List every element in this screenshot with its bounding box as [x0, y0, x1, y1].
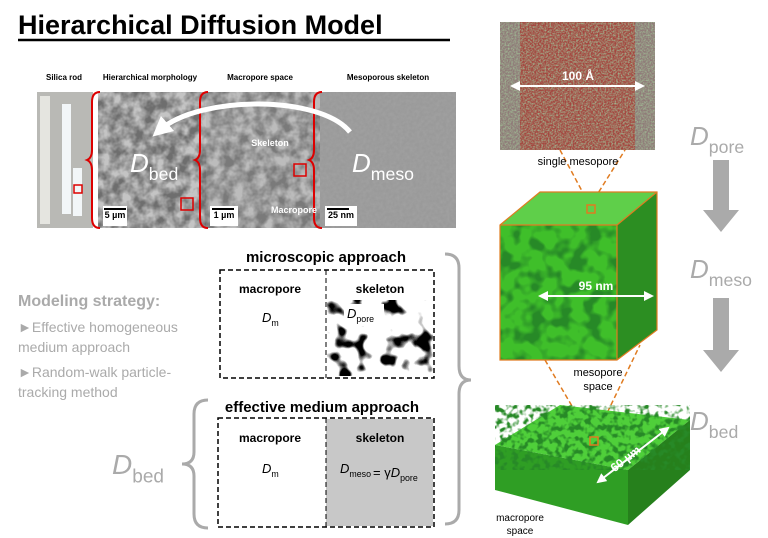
label: microscopic approach	[246, 249, 406, 266]
label: Skeleton	[251, 138, 289, 148]
rod-piece	[73, 168, 82, 216]
scale-box	[210, 206, 238, 226]
label: macropore	[496, 513, 544, 524]
brace	[444, 252, 472, 526]
label: Hierarchical morphology	[103, 73, 198, 82]
label: Macropore space	[227, 73, 293, 82]
brace	[181, 398, 209, 530]
label-bg	[345, 278, 415, 298]
symbol: D	[690, 406, 709, 436]
highlight	[293, 163, 307, 177]
equation: Dmeso = γDpore	[340, 461, 418, 483]
symbol-label: Dpore	[690, 121, 744, 157]
symbol: D	[262, 310, 271, 325]
scale-arrow	[596, 426, 670, 484]
subscript: bed	[149, 164, 179, 184]
label: space	[583, 381, 612, 393]
symbol-label: Dmeso	[352, 148, 414, 184]
skeleton-fill	[326, 419, 433, 526]
bracket	[84, 91, 101, 229]
bracket	[192, 91, 209, 229]
label: Modeling strategy:	[18, 293, 160, 310]
symbol-label: Dbed	[112, 449, 164, 487]
label: mesopore	[574, 367, 623, 379]
operator: = γ	[373, 465, 391, 480]
label: macropore	[239, 431, 301, 445]
highlight	[180, 197, 194, 211]
cube-edges	[499, 191, 658, 361]
label: 1 µm	[214, 210, 235, 220]
symbol: D	[690, 254, 709, 284]
scale-box	[103, 206, 127, 226]
subscript: meso	[709, 270, 752, 290]
label: Silica rod	[46, 73, 82, 82]
label: ►Effective homogeneous	[18, 319, 178, 335]
symbol: D	[690, 121, 709, 151]
subscript: pore	[356, 314, 374, 324]
rod	[62, 104, 71, 214]
symbol: D	[347, 306, 356, 321]
label: macropore	[239, 282, 301, 296]
highlight	[73, 184, 83, 194]
symbol: D	[340, 461, 349, 476]
cube-top	[500, 192, 657, 225]
down-arrow	[703, 160, 739, 232]
subscript: m	[271, 469, 278, 479]
subscript: meso	[349, 469, 371, 479]
zoom-lines	[559, 149, 626, 208]
subscript: bed	[132, 466, 164, 487]
subscript: m	[271, 318, 278, 328]
symbol-label: Dpore	[347, 306, 374, 324]
label: ►Random-walk particle-	[18, 364, 171, 380]
symbol: D	[352, 148, 371, 178]
label: single mesopore	[538, 156, 619, 168]
label: Mesoporous skeleton	[347, 73, 429, 82]
sem-texture	[320, 92, 456, 228]
label: tracking method	[18, 384, 118, 400]
cube-side	[617, 192, 657, 360]
label: effective medium approach	[225, 399, 419, 416]
label: 5 µm	[105, 210, 126, 220]
title: Hierarchical Diffusion Model	[18, 10, 383, 40]
subscript: bed	[709, 422, 739, 442]
label: 100 Å	[562, 68, 594, 83]
symbol: D	[262, 461, 271, 476]
slab-front	[495, 445, 628, 525]
bracket	[306, 91, 323, 229]
label: 25 nm	[328, 210, 354, 220]
subscript: pore	[400, 473, 418, 483]
subscript: pore	[709, 137, 745, 157]
arrow	[152, 101, 352, 137]
symbol-label: Dmeso	[690, 254, 752, 290]
label: medium approach	[18, 339, 130, 355]
label-bg	[344, 304, 384, 326]
label: 95 nm	[579, 279, 614, 293]
label: skeleton	[356, 282, 405, 296]
label: space	[507, 526, 534, 537]
scale-box	[325, 206, 357, 226]
down-arrow	[703, 298, 739, 372]
symbol-label: Dm	[262, 461, 279, 479]
subscript: meso	[371, 164, 414, 184]
ruler	[40, 96, 50, 224]
symbol: D	[130, 148, 149, 178]
label: skeleton	[356, 431, 405, 445]
label: Macropore	[271, 205, 317, 215]
symbol-label: Dm	[262, 310, 279, 328]
highlight	[586, 204, 596, 214]
symbol-label: Dbed	[130, 148, 178, 184]
symbol-label: Dbed	[690, 406, 738, 442]
sem-texture	[206, 92, 320, 228]
symbol: D	[112, 449, 132, 480]
symbol: D	[391, 465, 400, 480]
